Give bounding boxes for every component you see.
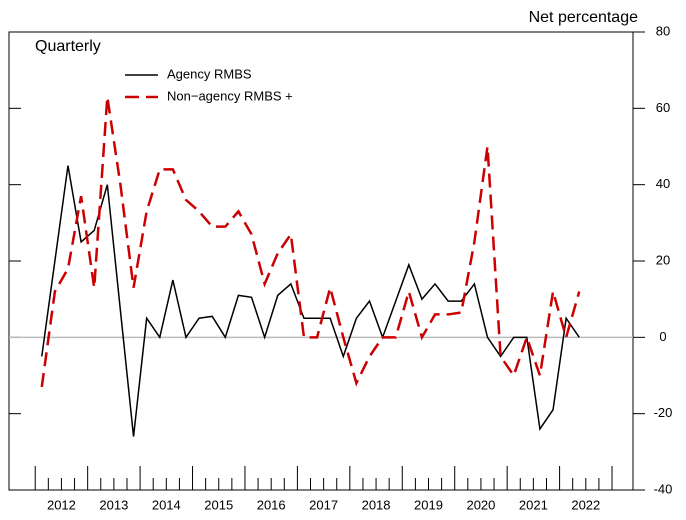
x-tick-label: 2014	[152, 497, 181, 512]
y-tick-label: 80	[656, 23, 670, 38]
series-line	[41, 165, 580, 437]
x-tick-label: 2012	[47, 497, 76, 512]
y-tick-label: 0	[659, 329, 666, 344]
x-tick-label: 2016	[257, 497, 286, 512]
x-tick-label: 2020	[466, 497, 495, 512]
x-tick-label: 2018	[362, 497, 391, 512]
x-tick-label: 2021	[519, 497, 548, 512]
y-tick-label: 60	[656, 100, 670, 115]
series-line	[40, 96, 581, 388]
legend-label: Agency RMBS	[167, 66, 252, 81]
x-tick-label: 2017	[309, 497, 338, 512]
y-tick-label: -40	[654, 481, 673, 496]
x-tick-label: 2022	[571, 497, 600, 512]
x-tick-label: 2015	[204, 497, 233, 512]
x-tick-label: 2019	[414, 497, 443, 512]
x-tick-label: 2013	[99, 497, 128, 512]
legend-label: Non−agency RMBS +	[167, 88, 293, 103]
y-tick-label: 20	[656, 252, 670, 267]
y-tick-label: 40	[656, 176, 670, 191]
y-axis-label: Net percentage	[529, 9, 639, 26]
y-tick-label: -20	[654, 405, 673, 420]
chart-title: Quarterly	[35, 38, 101, 55]
